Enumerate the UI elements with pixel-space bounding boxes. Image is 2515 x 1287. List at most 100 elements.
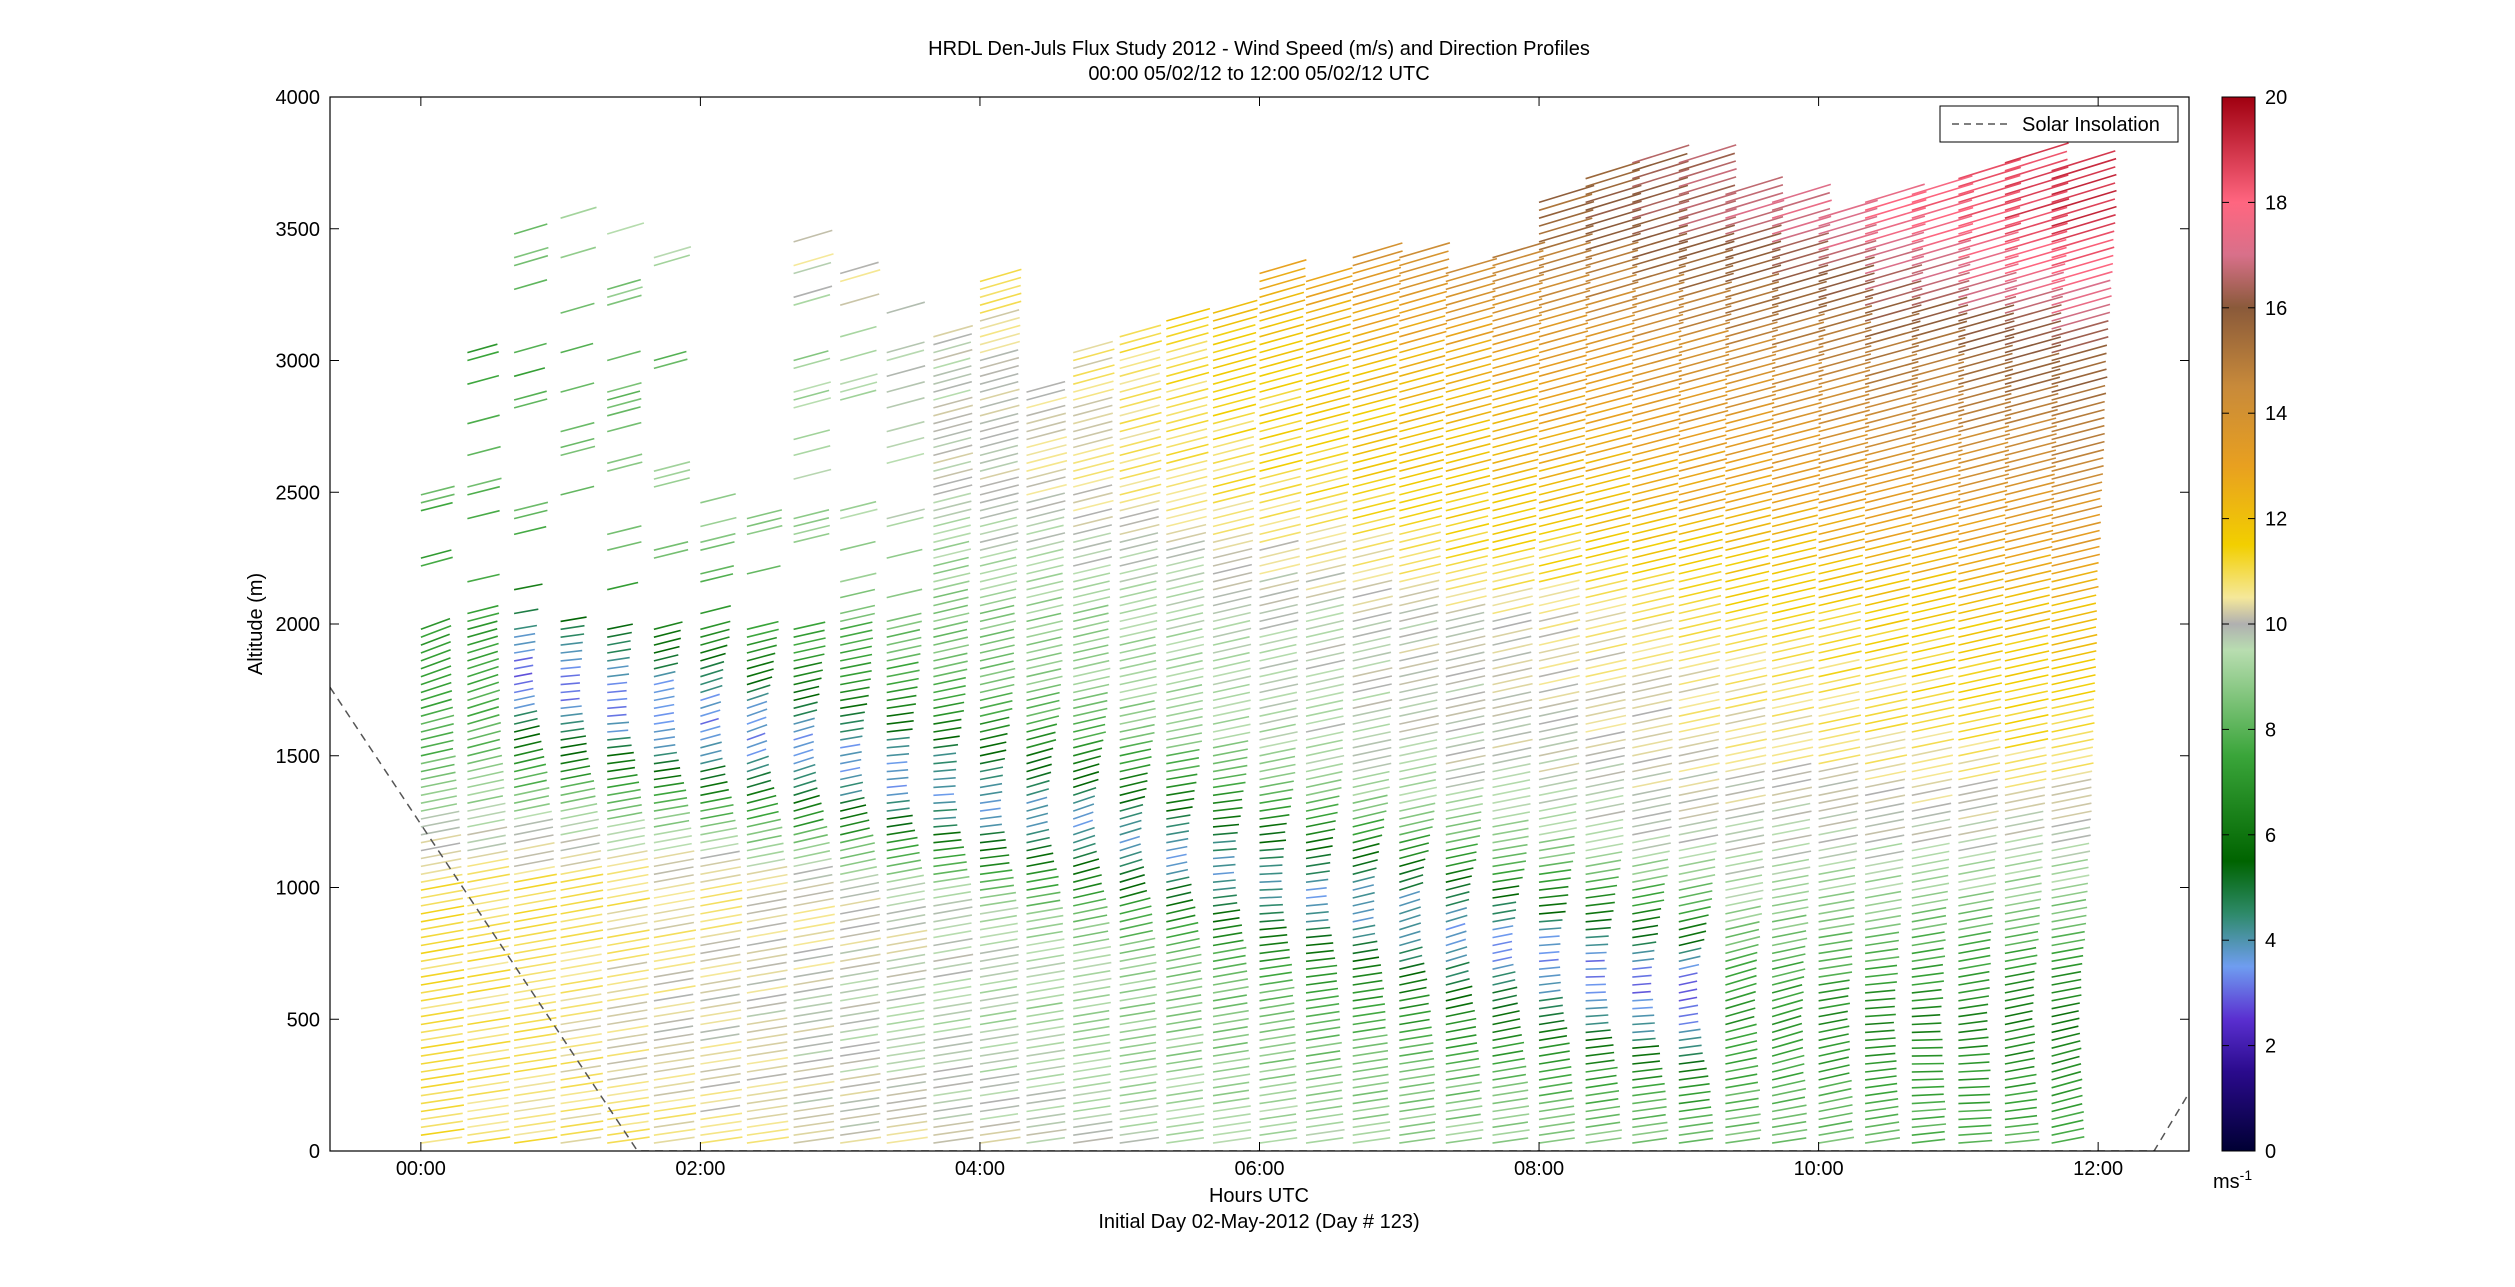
wind-barb — [513, 656, 533, 662]
wind-barb — [607, 774, 638, 781]
wind-barb — [1678, 1012, 1699, 1018]
wind-barb — [1026, 747, 1054, 757]
wind-barb — [1212, 683, 1250, 694]
wind-barb — [840, 937, 881, 947]
wind-barb — [2051, 794, 2092, 804]
wind-barb — [1538, 450, 1586, 465]
wind-barb — [1818, 1033, 1849, 1042]
wind-barb — [840, 719, 864, 725]
wind-barb — [1958, 425, 2010, 441]
wind-barb — [1305, 699, 1344, 710]
wind-barb — [1864, 802, 1905, 812]
wind-barb — [700, 781, 728, 789]
wind-barb — [1259, 956, 1290, 963]
wind-barb — [2004, 610, 2051, 623]
wind-barb — [1399, 834, 1431, 844]
wind-barb — [886, 829, 916, 836]
wind-barb — [420, 929, 464, 939]
wind-barb — [1305, 811, 1338, 820]
wind-barb — [979, 938, 1018, 947]
wind-barb — [979, 1136, 1021, 1144]
wind-barb — [1911, 457, 1962, 472]
wind-barb — [700, 516, 737, 528]
wind-barb — [1492, 994, 1517, 1002]
wind-barb — [1585, 314, 1636, 330]
wind-barb — [1259, 934, 1288, 939]
wind-barb — [1725, 466, 1774, 480]
wind-barb — [1771, 999, 1804, 1010]
wind-barb — [1399, 849, 1429, 860]
wind-barb — [1492, 715, 1532, 725]
wind-barb — [979, 596, 1017, 607]
wind-barb — [1352, 699, 1393, 710]
wind-barb — [1958, 1124, 1992, 1129]
wind-barb — [1771, 642, 1815, 654]
wind-barb — [2004, 866, 2043, 876]
wind-barb — [1259, 1073, 1296, 1081]
wind-barb — [607, 1088, 649, 1097]
wind-barb — [467, 850, 508, 860]
wind-barb — [1445, 266, 1496, 283]
wind-barb — [1212, 764, 1248, 773]
wind-barb — [979, 524, 1018, 536]
wind-barb — [1166, 853, 1187, 860]
wind-barb — [1492, 1073, 1527, 1081]
wind-barb — [607, 1041, 648, 1049]
wind-barb — [1445, 954, 1468, 963]
wind-barb — [1399, 258, 1450, 275]
wind-barb — [1678, 794, 1718, 804]
wind-barb — [1492, 338, 1541, 354]
wind-barb — [933, 898, 973, 907]
wind-barb — [2004, 682, 2049, 694]
wind-barb — [1352, 948, 1379, 955]
wind-barb — [1818, 312, 1873, 330]
wind-barb — [1818, 786, 1859, 797]
wind-barb — [467, 706, 500, 717]
wind-barb — [793, 1017, 833, 1026]
wind-barb — [513, 834, 554, 844]
wind-barb — [1352, 667, 1393, 678]
wind-barb — [607, 1001, 648, 1010]
wind-barb — [979, 404, 1020, 417]
wind-barb — [746, 794, 777, 804]
wind-barb — [1445, 1049, 1479, 1057]
wind-barb — [1911, 674, 1954, 686]
wind-barb — [1911, 393, 1964, 409]
wind-barb — [1771, 1128, 1808, 1136]
wind-barb — [1958, 594, 2004, 607]
wind-barb — [1212, 962, 1247, 970]
wind-barb — [1259, 427, 1304, 441]
wind-barb — [793, 1025, 835, 1034]
wind-barb — [1678, 184, 1736, 204]
wind-barb — [1445, 1002, 1473, 1010]
wind-barb — [886, 1112, 927, 1121]
wind-barb — [1073, 555, 1113, 567]
wind-barb — [1771, 304, 1828, 322]
wind-barb — [1212, 387, 1257, 401]
wind-barb — [1632, 200, 1690, 219]
wind-barb — [1725, 345, 1777, 362]
wind-barb — [1818, 906, 1855, 915]
wind-barb — [467, 1016, 511, 1026]
wind-barb — [1212, 411, 1256, 425]
wind-barb — [653, 759, 679, 765]
wind-barb — [2004, 834, 2043, 844]
wind-barb — [1538, 1105, 1575, 1113]
wind-barb — [1399, 978, 1428, 986]
wind-barb — [1678, 762, 1720, 773]
wind-barb — [746, 1128, 789, 1136]
wind-barb — [560, 818, 599, 828]
wind-barb — [1026, 1112, 1066, 1121]
wind-barb — [1259, 555, 1300, 567]
wind-barb — [560, 437, 595, 449]
wind-barb — [1725, 1073, 1758, 1081]
wind-barb — [1119, 388, 1162, 401]
wind-barb — [1771, 658, 1813, 670]
wind-barb — [1399, 1121, 1436, 1129]
wind-barb — [1678, 1028, 1701, 1034]
wind-barb — [1771, 321, 1825, 338]
wind-barb — [700, 953, 741, 963]
wind-barb — [886, 636, 922, 646]
wind-barb — [1725, 746, 1767, 757]
wind-barb — [1445, 467, 1490, 480]
